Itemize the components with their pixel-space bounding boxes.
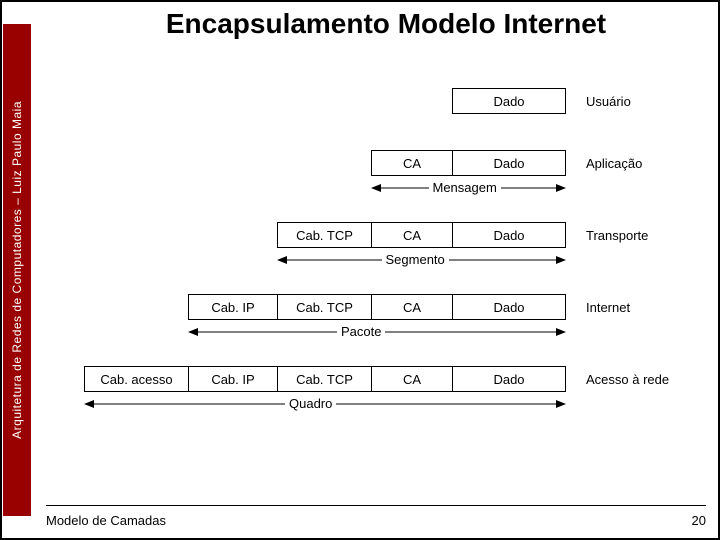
diagram-row: Cab. acessoCab. IPCab. TCPCADado Acesso à… <box>46 366 706 392</box>
sidebar-text: Arquitetura de Redes de Computadores – L… <box>10 101 24 439</box>
cells-group: Cab. TCPCADado <box>277 222 566 248</box>
cell: Cab. TCP <box>277 366 372 392</box>
cell: Cab. TCP <box>277 294 372 320</box>
layer-label: Usuário <box>586 88 706 114</box>
footer-divider <box>46 505 706 506</box>
cells-group: Cab. acessoCab. IPCab. TCPCADado <box>84 366 566 392</box>
layer-label: Internet <box>586 294 706 320</box>
cell: Dado <box>452 294 566 320</box>
diagram-row: Dado Usuário <box>46 88 706 114</box>
arrow-row: Segmento <box>46 250 706 272</box>
arrow-row: Quadro <box>46 394 706 416</box>
cell: CA <box>371 294 453 320</box>
footer-caption: Modelo de Camadas <box>46 513 166 528</box>
arrow-label: Pacote <box>337 324 385 339</box>
layer-label: Acesso à rede <box>586 366 706 392</box>
cell: Cab. acesso <box>84 366 189 392</box>
cell: Dado <box>452 150 566 176</box>
sidebar: Arquitetura de Redes de Computadores – L… <box>3 24 31 516</box>
arrow-row: Mensagem <box>46 178 706 200</box>
arrow-label: Quadro <box>285 396 336 411</box>
page-title: Encapsulamento Modelo Internet <box>60 8 712 40</box>
diagram-row: CADado Aplicação <box>46 150 706 176</box>
cell: Dado <box>452 222 566 248</box>
cell: Dado <box>452 88 566 114</box>
arrow-label: Segmento <box>382 252 449 267</box>
cell: CA <box>371 222 453 248</box>
page-number: 20 <box>692 513 706 528</box>
cell: CA <box>371 150 453 176</box>
cell: Dado <box>452 366 566 392</box>
cells-group: Cab. IPCab. TCPCADado <box>188 294 566 320</box>
arrow-label: Mensagem <box>429 180 501 195</box>
cell: Cab. IP <box>188 294 278 320</box>
cell: Cab. IP <box>188 366 278 392</box>
layer-label: Transporte <box>586 222 706 248</box>
arrow-row: Pacote <box>46 322 706 344</box>
layer-label: Aplicação <box>586 150 706 176</box>
diagram-row: Cab. IPCab. TCPCADado Internet <box>46 294 706 320</box>
encapsulation-diagram: DadoUsuárioCADadoAplicação MensagemCab. … <box>46 70 706 490</box>
cell: CA <box>371 366 453 392</box>
cells-group: Dado <box>452 88 566 114</box>
diagram-row: Cab. TCPCADado Transporte <box>46 222 706 248</box>
cells-group: CADado <box>371 150 566 176</box>
cell: Cab. TCP <box>277 222 372 248</box>
